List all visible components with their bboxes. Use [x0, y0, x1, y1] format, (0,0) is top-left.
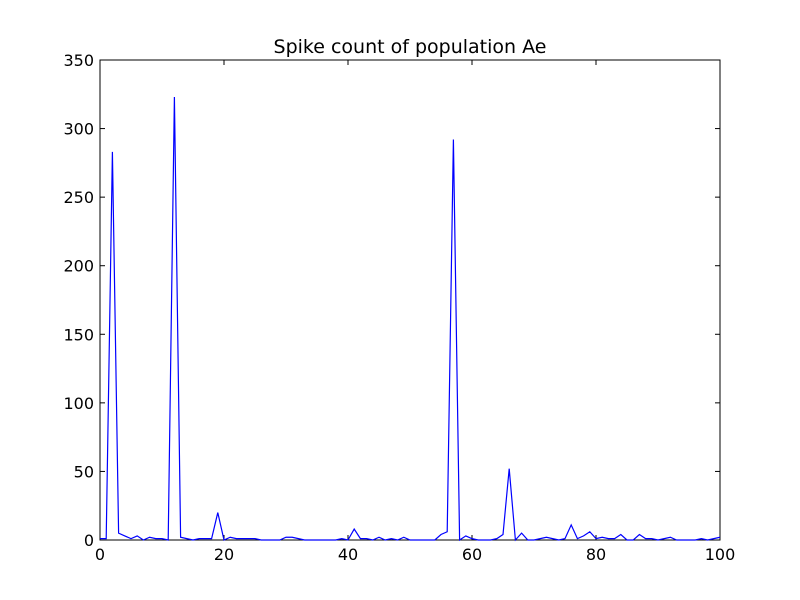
y-tick-label: 0	[84, 531, 94, 550]
y-tick-label: 350	[63, 51, 94, 70]
y-tick-label: 150	[63, 325, 94, 344]
y-tick-label: 100	[63, 394, 94, 413]
y-tick-label: 50	[74, 462, 94, 481]
y-tick-label: 250	[63, 188, 94, 207]
axis-ticks: 0 20 40 60 80 100 0 50 100 150 200 250 300 350	[63, 51, 735, 564]
x-tick-label: 100	[705, 545, 736, 564]
series-line	[100, 97, 721, 542]
y-tick-label: 200	[63, 257, 94, 276]
x-tick-label: 80	[586, 545, 606, 564]
x-tick-label: 60	[462, 545, 482, 564]
x-tick-label: 0	[95, 545, 105, 564]
chart-title: Spike count of population Ae	[274, 36, 547, 58]
x-tick-label: 20	[214, 545, 234, 564]
y-tick-label: 300	[63, 120, 94, 139]
x-tick-label: 40	[338, 545, 358, 564]
plot-area	[99, 59, 721, 541]
